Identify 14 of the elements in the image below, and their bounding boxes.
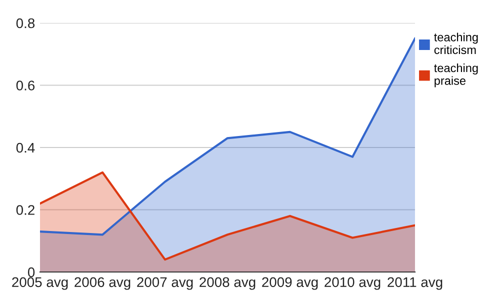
x-tick-label: 2009 avg	[262, 277, 318, 290]
y-tick-label: 0	[28, 267, 35, 278]
x-tick-label: 2007 avg	[137, 277, 193, 290]
y-tick-label: 0.4	[16, 142, 35, 153]
legend-label: teaching criticism	[434, 32, 478, 54]
x-tick-label: 2006 avg	[74, 277, 130, 290]
x-tick-label: 2005 avg	[12, 277, 68, 290]
x-tick-label: 2008 avg	[200, 277, 256, 290]
x-tick-label: 2010 avg	[324, 277, 380, 290]
y-tick-label: 0.6	[16, 80, 35, 90]
x-tick-label: 2011 avg	[388, 277, 442, 290]
y-tick-label: 0.8	[16, 18, 35, 28]
legend-label: teaching praise	[434, 64, 478, 88]
y-tick-label: 0.2	[16, 205, 34, 215]
